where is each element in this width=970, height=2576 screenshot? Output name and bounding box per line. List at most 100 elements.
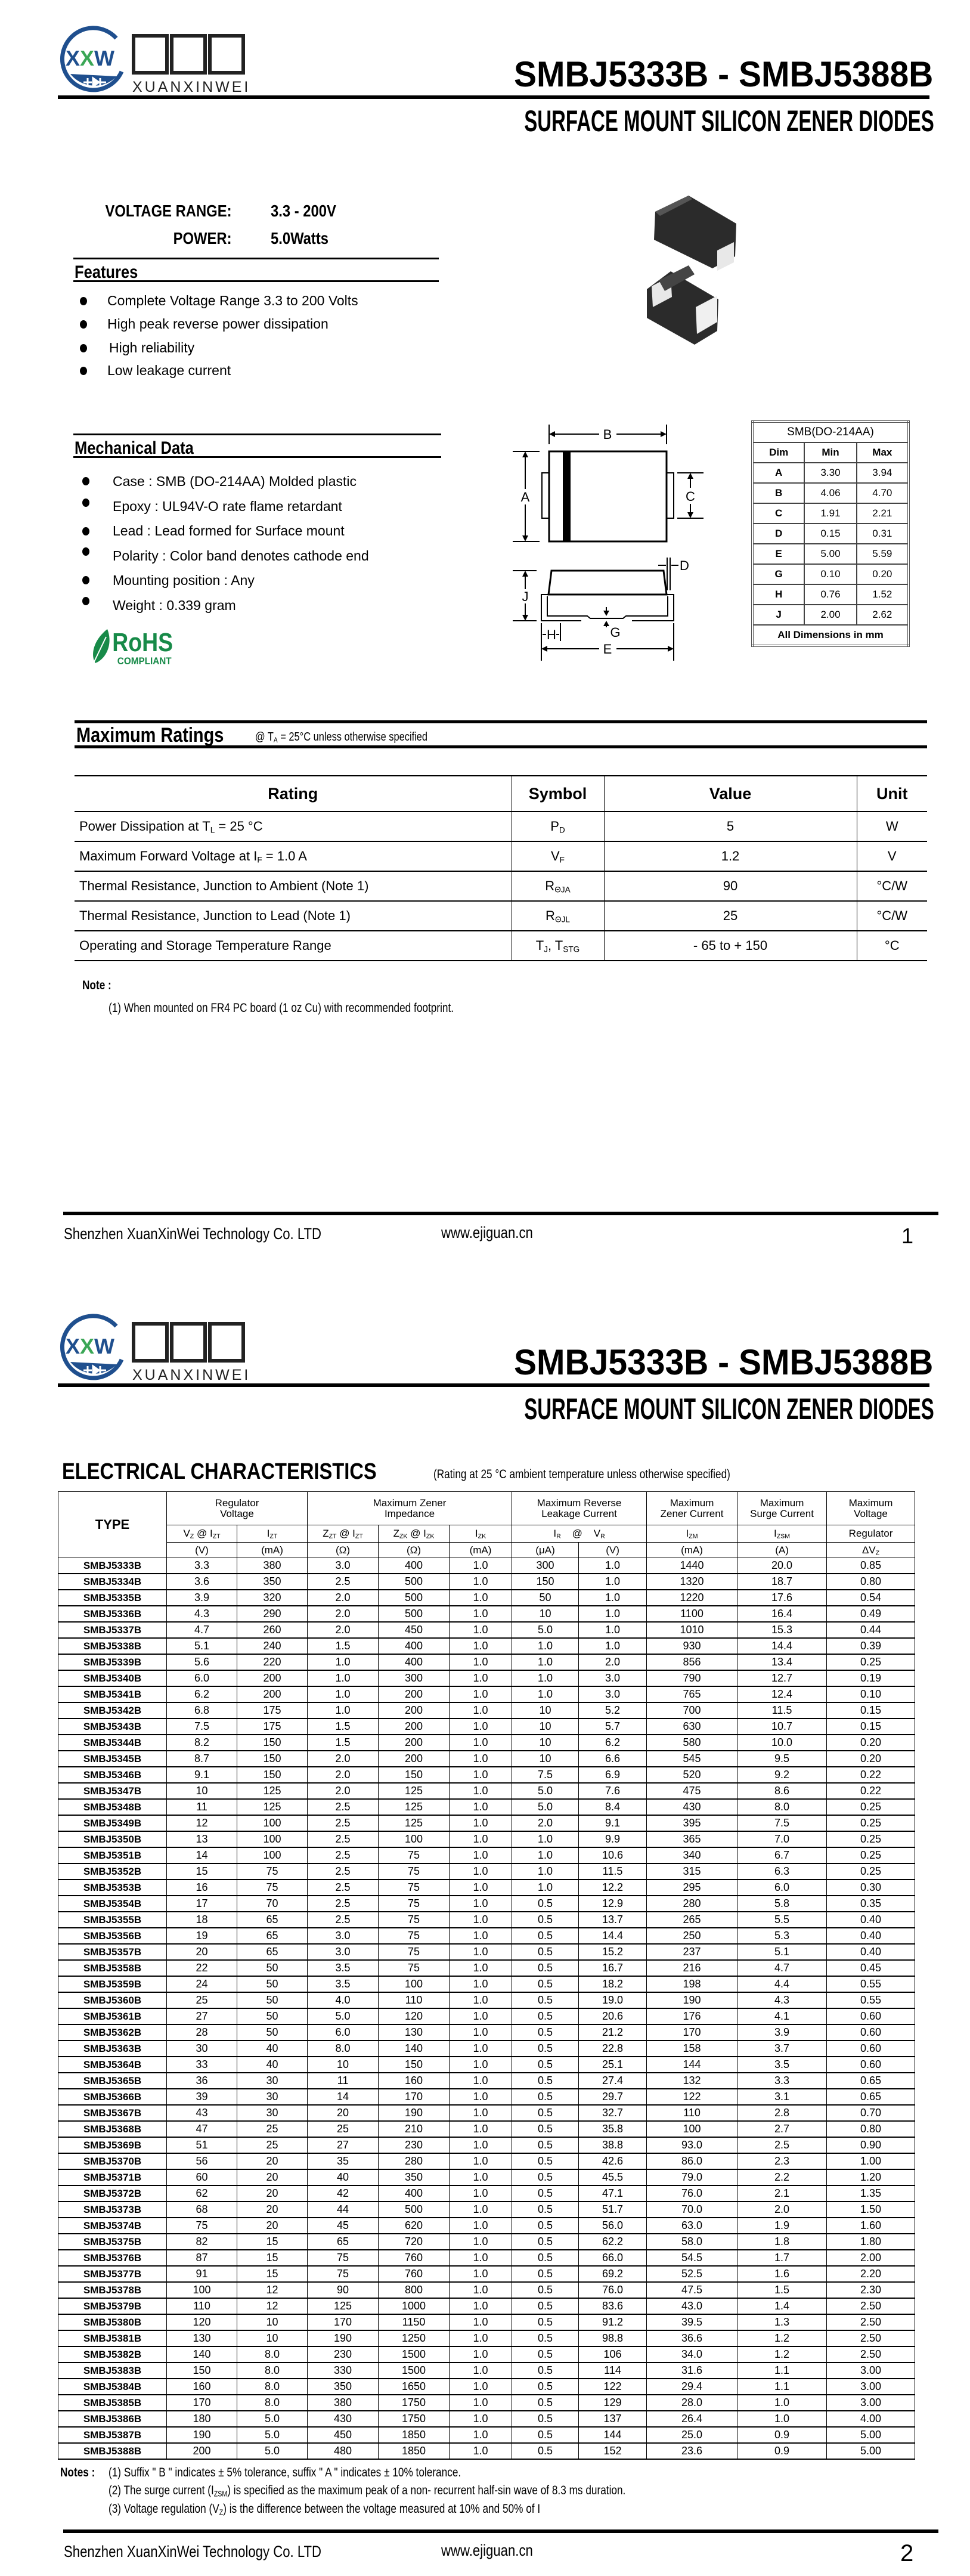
part-number-cell: SMBJ5335B — [58, 1589, 167, 1606]
package-dimension-drawing: B A C D J H G E — [513, 425, 704, 661]
value-cell: - 65 to + 150 — [603, 930, 857, 961]
value-cell: 75 — [378, 1959, 450, 1977]
value-cell: 1.0 — [448, 2426, 513, 2444]
value-cell: 93.0 — [646, 2137, 738, 2154]
value-cell: 34.0 — [646, 2346, 738, 2363]
note-item: (1) When mounted on FR4 PC board (1 oz C… — [109, 1001, 454, 1015]
value-cell: 11.5 — [737, 1702, 828, 1719]
value-cell: 75 — [378, 1943, 450, 1961]
value-cell: 13 — [166, 1831, 237, 1848]
value-cell: 12.9 — [578, 1895, 647, 1912]
value-cell: 1.0 — [448, 2410, 513, 2428]
value-cell: 130 — [378, 2024, 450, 2041]
value-cell: 6.7 — [737, 1847, 828, 1864]
value-cell: 75 — [378, 1863, 450, 1880]
value-cell: 10.6 — [578, 1847, 647, 1864]
part-number-cell: SMBJ5346B — [58, 1766, 167, 1784]
value-cell: 280 — [378, 2153, 450, 2170]
value-cell: 0.5 — [512, 2201, 579, 2218]
footer-url[interactable]: www.ejiguan.cn — [441, 1224, 533, 1241]
value-cell: 29.7 — [578, 2088, 647, 2106]
max-ratings-row: Power Dissipation at TL = 25 °C PD 5 W — [75, 811, 927, 842]
value-cell: 1.0 — [448, 1798, 513, 1816]
document-title: SMBJ5333B - SMBJ5388B — [513, 1342, 933, 1382]
value-cell: 330 — [307, 2362, 379, 2379]
value-cell: 10 — [237, 2314, 308, 2331]
value-cell: 1250 — [378, 2330, 450, 2347]
value-cell: 16 — [166, 1879, 237, 1896]
power-value: 5.0Watts — [271, 229, 329, 247]
value-cell: 3.0 — [578, 1686, 647, 1703]
value-cell: 800 — [378, 2281, 450, 2299]
features-rule-bottom — [73, 280, 439, 282]
value-cell: 8.0 — [307, 2040, 379, 2057]
value-cell: 120 — [378, 2008, 450, 2025]
part-number-cell: SMBJ5341B — [58, 1686, 167, 1703]
value-cell: 6.0 — [307, 2024, 379, 2041]
header-rule — [58, 95, 929, 99]
value-cell: 75 — [166, 2217, 237, 2234]
value-cell: 130 — [166, 2330, 237, 2347]
value-cell: 1.2 — [737, 2330, 828, 2347]
part-number-cell: SMBJ5364B — [58, 2056, 167, 2073]
value-cell: 125 — [237, 1798, 308, 1816]
value-cell: 10 — [166, 1782, 237, 1800]
value-cell: 36 — [166, 2072, 237, 2089]
value-cell: 2.0 — [307, 1589, 379, 1606]
part-number-cell: SMBJ5357B — [58, 1943, 167, 1961]
dim-row: B 4.06 4.70 — [751, 482, 910, 504]
value-cell: 5.6 — [166, 1654, 237, 1671]
value-cell: 1.0 — [448, 2298, 513, 2315]
value-cell: 0.25 — [826, 1815, 916, 1832]
value-cell: 5.0 — [307, 2008, 379, 2025]
value-cell: 1850 — [378, 2426, 450, 2444]
unit-cell: V — [856, 841, 927, 872]
value-cell: 47.5 — [646, 2281, 738, 2299]
value-cell: 237 — [646, 1943, 738, 1961]
value-cell: 0.5 — [512, 2008, 579, 2025]
dim-header-cell: Dim — [751, 442, 805, 463]
value-cell: 350 — [307, 2378, 379, 2395]
symbol-cell: TJ, TSTG — [511, 930, 605, 961]
company-logo: XXW XUANXINWEI — [60, 26, 248, 95]
value-cell: 1.0 — [737, 2410, 828, 2428]
value-cell: 170 — [646, 2024, 738, 2041]
value-cell: 45.5 — [578, 2169, 647, 2186]
footer-url[interactable]: www.ejiguan.cn — [441, 2541, 533, 2559]
value-cell: 1.60 — [826, 2217, 916, 2234]
part-number-cell: SMBJ5386B — [58, 2410, 167, 2428]
value-cell: 75 — [307, 2249, 379, 2267]
value-cell: 1.0 — [448, 2104, 513, 2122]
value-cell: 9.1 — [578, 1815, 647, 1832]
value-cell: 380 — [237, 1558, 308, 1574]
column-group-header: Maximum Reverse Leakage Current — [512, 1491, 647, 1525]
value-cell: 35.8 — [578, 2120, 647, 2138]
dim-label-d: D — [680, 558, 689, 573]
value-cell: 200 — [378, 1686, 450, 1703]
value-cell: 1.0 — [448, 1589, 513, 1606]
value-cell: 480 — [307, 2442, 379, 2460]
value-cell: 1.0 — [448, 2169, 513, 2186]
value-cell: 1.35 — [826, 2185, 916, 2202]
value-cell: 83.6 — [578, 2298, 647, 2315]
value-cell: 1.0 — [448, 2072, 513, 2089]
table-row: SMBJ5345B 8.7 150 2.0 200 1.0 10 6.6 545 9.5 0.20 — [58, 1750, 916, 1767]
value-cell: 5.3 — [737, 1927, 828, 1945]
value-cell: 0.5 — [512, 1992, 579, 2009]
mechanical-item: Lead : Lead formed for Surface mount — [113, 523, 345, 538]
diode-icon — [83, 76, 106, 88]
value-cell: 69.2 — [578, 2265, 647, 2283]
value-cell: 1.7 — [737, 2249, 828, 2267]
value-cell: 1.0 — [448, 1863, 513, 1880]
table-row: SMBJ5362B 28 50 6.0 130 1.0 0.5 21.2 170 3.9 0.60 — [58, 2024, 916, 2041]
value-cell: 8.0 — [237, 2378, 308, 2395]
value-cell: 125 — [378, 1782, 450, 1800]
column-unit-header: (V) — [578, 1542, 647, 1558]
value-cell: 12 — [237, 2298, 308, 2315]
dim-label-j: J — [522, 589, 529, 604]
unit-cell: W — [856, 811, 927, 842]
header-row-units: (V) (mA) (Ω) (Ω) (mA) (μA) (V) (mA) (A) ΔVZ — [58, 1542, 916, 1558]
value-cell: 500 — [378, 1573, 450, 1590]
max-ratings-table: Rating Symbol Value Unit Power Dissipation a… — [75, 775, 927, 961]
